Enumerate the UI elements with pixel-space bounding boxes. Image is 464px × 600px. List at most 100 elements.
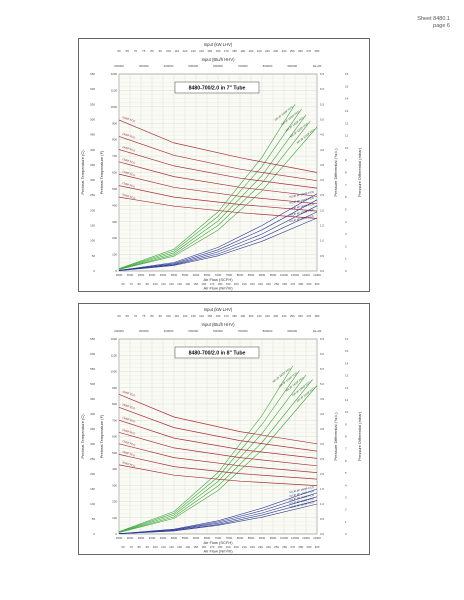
y2-inner-tick-label: 1.0: [320, 239, 324, 243]
x-tick-label: 7500: [226, 273, 233, 277]
y2-inner-tick-label: 3.5: [320, 163, 324, 167]
flue-dp-series-line: [118, 193, 318, 271]
preheat-series-line: [118, 464, 318, 486]
y-inner-tick-label: 800: [112, 402, 117, 406]
top-axis-2-tick-label: 200000: [114, 64, 124, 68]
top-axis-1-tick-label: 140: [199, 314, 204, 318]
y2-inner-tick-label: 6.0: [320, 87, 324, 91]
y-outer-tick-label: 150: [90, 224, 95, 228]
x-tick-label: 5000: [171, 536, 178, 540]
y2-outer-tick-label: 15: [345, 349, 349, 353]
preheat-series-line: [118, 196, 318, 219]
top-axis-2-tick-label: 600000: [213, 329, 223, 333]
preheat-series-line: [118, 443, 318, 473]
top-axis-2-tick-label: 600000: [213, 64, 223, 68]
x-tick-label: 8500: [248, 536, 255, 540]
flue-dp-series-label: FLUE dP 1300F FCO: [289, 208, 314, 217]
y-outer-tick-label: 50: [92, 517, 96, 521]
top-axis-2-label: Input (Btu/h HHV): [201, 322, 235, 327]
y-inner-tick-label: 200: [112, 236, 117, 240]
y-inner-tick-label: 900: [112, 386, 117, 390]
air-dp-series-line: [118, 126, 318, 270]
flue-dp-series-line: [118, 503, 318, 534]
flue-dp-series-line: [118, 496, 318, 534]
x2-tick-label: 250: [274, 282, 279, 286]
y-outer-tick-label: 650: [90, 72, 95, 76]
top-axis-1-tick-label: 70: [134, 314, 138, 318]
y-outer-tick-label: 600: [90, 352, 95, 356]
x-tick-label: 6500: [204, 273, 211, 277]
x2-tick-label: 180: [218, 282, 223, 286]
y-outer-tick-label: 350: [90, 427, 95, 431]
y2-inner-tick-label: 5.5: [320, 367, 324, 371]
x2-tick-label: 90: [146, 282, 150, 286]
sheet-number: Sheet 8480.1: [417, 16, 450, 22]
chart-title: 8480-700/2.0 in 7" Tube: [189, 86, 246, 92]
y-inner-tick-label: 1100: [111, 353, 118, 357]
x-tick-label: 9000: [259, 536, 266, 540]
x2-tick-label: 100: [153, 545, 158, 549]
y2-outer-tick-label: 5: [345, 207, 347, 211]
x2-tick-label: 110: [161, 282, 166, 286]
top-axis-1-tick-label: 70: [134, 49, 138, 53]
chart-panel-8in-tube: Input (kW LHV) 60 65 70 75 80 90 100 110 120 130 14…: [78, 303, 370, 555]
y-outer-tick-label: 150: [90, 487, 95, 491]
x-tick-label: 3500: [138, 536, 145, 540]
x-tick-label: 4000: [149, 273, 156, 277]
x2-tick-label: 260: [282, 282, 287, 286]
top-axis-2-tick-label: 300000: [139, 329, 149, 333]
y-outer-tick-label: 500: [90, 382, 95, 386]
preheat-series-line: [118, 173, 318, 205]
y-outer-tick-label: 450: [90, 133, 95, 137]
preheat-series-line: [118, 406, 318, 452]
y2-outer-tick-label: 6: [345, 195, 347, 199]
top-axis-2-tick-label: 500000: [188, 329, 198, 333]
x2-tick-label: 300: [315, 545, 320, 549]
y-outer-tick-label: 600: [90, 87, 95, 91]
preheat-series-label: 1100F FCO: [122, 450, 136, 458]
top-axis-1-tick-label: 170: [224, 314, 229, 318]
y2-inner-axis-label: Pressure Differential ("w.c.): [333, 148, 338, 197]
preheat-series-label: 1400F FCO: [122, 145, 136, 153]
x2-tick-label: 140: [185, 545, 190, 549]
x2-tick-label: 120: [169, 282, 174, 286]
y2-outer-tick-label: 0: [345, 532, 347, 536]
top-axis-2-tick-label: 500000: [188, 64, 198, 68]
x2-tick-label: 140: [185, 282, 190, 286]
y-inner-tick-label: 1000: [111, 105, 118, 109]
y-inner-tick-label: 1100: [111, 88, 118, 92]
y-outer-axis-label: Preheat Temperature (C): [80, 414, 85, 459]
y-inner-tick-label: 300: [112, 483, 117, 487]
preheat-series-line: [118, 185, 318, 212]
x-tick-label: 2500: [116, 273, 123, 277]
flue-dp-series-line: [118, 199, 318, 271]
x-tick-label: 3000: [127, 536, 134, 540]
y-inner-tick-label: 700: [112, 418, 117, 422]
top-axis-1-tick-label: 280: [315, 314, 320, 318]
top-axis-1-tick-label: 200: [249, 314, 254, 318]
top-axis-1-tick-label: 250: [290, 49, 295, 53]
x-tick-label: 4000: [149, 536, 156, 540]
y2-outer-tick-label: 2: [345, 244, 347, 248]
x2-tick-label: 130: [177, 545, 182, 549]
preheat-series-line: [118, 149, 318, 189]
x2-tick-label: 250: [274, 545, 279, 549]
y2-inner-tick-label: 0.5: [320, 254, 324, 258]
x-tick-label: 11500: [313, 273, 321, 277]
x2-tick-label: 290: [307, 282, 312, 286]
flue-dp-series-line: [118, 211, 318, 271]
top-axis-1-tick-label: 90: [159, 314, 163, 318]
preheat-series-label: 1200F FCO: [122, 439, 136, 447]
preheat-series-label: 1000F FCO: [122, 192, 136, 200]
preheat-series-line: [118, 432, 318, 467]
top-axis-2-label: Input (Btu/h HHV): [201, 57, 235, 62]
y-outer-tick-label: 0: [93, 269, 95, 273]
x-tick-label: 6500: [204, 536, 211, 540]
chart-panel-7in-tube: Input (kW LHV) 60 65 70 75 80 90 100 110 120 130 14…: [78, 38, 370, 292]
top-axis-1-tick-label: 80: [150, 314, 154, 318]
y2-inner-tick-label: 3.0: [320, 178, 324, 182]
y-inner-tick-label: 1200: [111, 72, 118, 76]
y2-outer-tick-label: 2: [345, 508, 347, 512]
air-dp-series-line: [118, 365, 294, 532]
y-inner-tick-label: 100: [112, 516, 117, 520]
